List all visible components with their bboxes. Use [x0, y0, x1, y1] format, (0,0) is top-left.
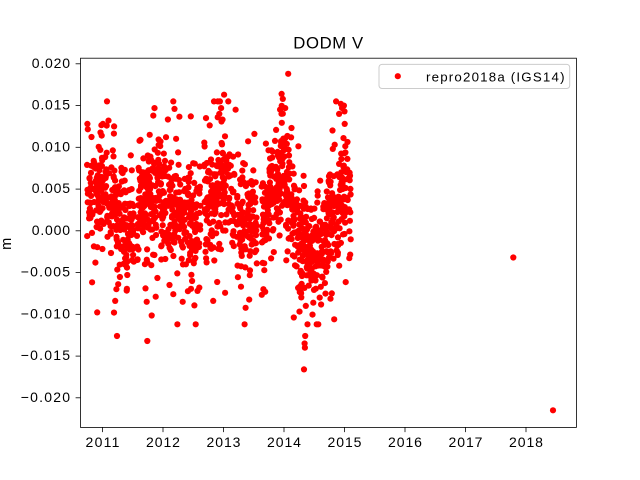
svg-text:0.015: 0.015 — [32, 97, 70, 113]
svg-text:−0.010: −0.010 — [21, 305, 71, 321]
svg-text:0.000: 0.000 — [32, 222, 70, 238]
svg-text:0.020: 0.020 — [32, 55, 70, 71]
svg-text:repro2018a (IGS14): repro2018a (IGS14) — [426, 69, 565, 84]
svg-text:m: m — [0, 238, 15, 250]
svg-text:2015: 2015 — [328, 434, 362, 450]
svg-text:0.005: 0.005 — [32, 180, 70, 196]
svg-text:2016: 2016 — [388, 434, 422, 450]
svg-text:2018: 2018 — [509, 434, 543, 450]
svg-text:2013: 2013 — [207, 434, 241, 450]
svg-text:0.010: 0.010 — [32, 138, 70, 154]
svg-text:2012: 2012 — [146, 434, 180, 450]
svg-text:2014: 2014 — [267, 434, 301, 450]
svg-text:−0.015: −0.015 — [21, 347, 71, 363]
svg-text:−0.005: −0.005 — [21, 264, 71, 280]
svg-text:DODM V: DODM V — [293, 34, 364, 53]
svg-text:2017: 2017 — [449, 434, 483, 450]
svg-text:−0.020: −0.020 — [21, 389, 71, 405]
